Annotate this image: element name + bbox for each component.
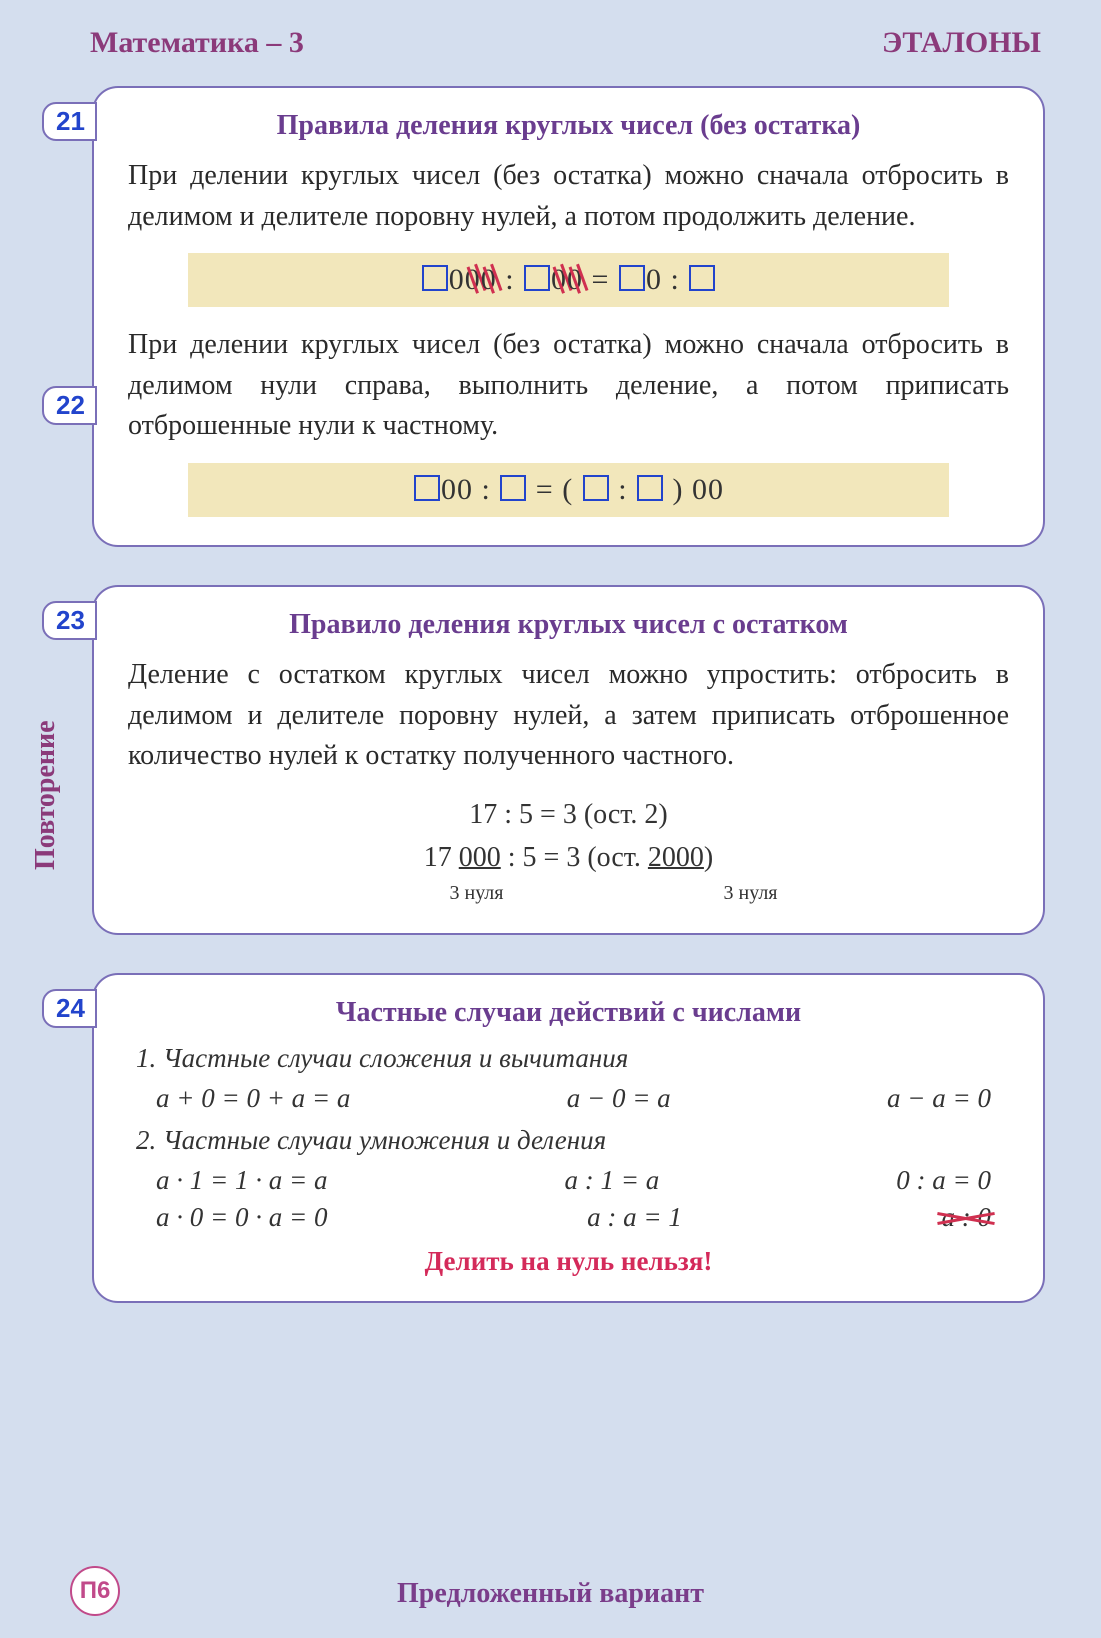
badge-22: 22 <box>42 386 97 425</box>
r1a: a + 0 = 0 + a = a <box>156 1083 350 1114</box>
formula-21: 000 : 00 = 0 : <box>188 253 949 307</box>
card-23: 23 Правило деления круглых чисел с остат… <box>92 585 1045 935</box>
r2b: a : 1 = a <box>565 1165 660 1196</box>
card1-text1: При делении круглых чисел (без остатка) … <box>128 156 1009 237</box>
card2-math: 17 : 5 = 3 (ост. 2) 17 000 : 5 = 3 (ост.… <box>128 793 1009 909</box>
card1-text2: При делении круглых чисел (без остатка) … <box>128 325 1009 447</box>
footer-text: Предложенный вариант <box>0 1578 1101 1610</box>
eq-row3: a · 0 = 0 · a = 0 a : a = 1 a : 0 <box>128 1199 1009 1236</box>
card-24: 24 Частные случаи действий с числами 1. … <box>92 973 1045 1303</box>
l2a: 17 <box>424 842 459 873</box>
l2e: ) <box>704 842 713 873</box>
card3-title: Частные случаи действий с числами <box>128 997 1009 1029</box>
card-21-22: 21 Правила деления круглых чисел (без ос… <box>92 86 1045 547</box>
warn-text: Делить на нуль нельзя! <box>128 1246 1009 1277</box>
side-label: Повторение <box>30 720 62 870</box>
r2c: 0 : a = 0 <box>896 1165 991 1196</box>
sub2: 2. Частные случаи умножения и деления <box>136 1125 1009 1156</box>
math-line2: 17 000 : 5 = 3 (ост. 2000) <box>128 836 1009 879</box>
card1-title: Правила деления круглых чисел (без остат… <box>128 110 1009 142</box>
eq-row2: a · 1 = 1 · a = a a : 1 = a 0 : a = 0 <box>128 1162 1009 1199</box>
card2-title: Правило деления круглых чисел с остатком <box>128 609 1009 641</box>
l2b: 000 <box>459 842 501 873</box>
r3a: a · 0 = 0 · a = 0 <box>156 1202 327 1233</box>
badge-23: 23 <box>42 601 97 640</box>
card2-text: Деление с остатком круглых чисел можно у… <box>128 655 1009 777</box>
note-right: 3 нуля <box>724 878 778 909</box>
badge-24: 24 <box>42 989 97 1028</box>
l2c: : 5 = 3 (ост. <box>501 842 648 873</box>
r1c: a − a = 0 <box>887 1083 991 1114</box>
r3c-crossed: a : 0 <box>941 1202 991 1233</box>
r2a: a · 1 = 1 · a = a <box>156 1165 327 1196</box>
header-left: Математика – 3 <box>90 26 304 60</box>
note-left: 3 нуля <box>449 878 503 909</box>
math-annot: 3 нуля 3 нуля <box>128 878 1009 909</box>
r1b: a − 0 = a <box>567 1083 671 1114</box>
badge-21: 21 <box>42 102 97 141</box>
l2d: 2000 <box>648 842 704 873</box>
content-area: 21 Правила деления круглых чисел (без ос… <box>0 78 1101 1303</box>
formula-22: 00 : = ( : ) 00 <box>188 463 949 517</box>
r3b: a : a = 1 <box>587 1202 682 1233</box>
sub1: 1. Частные случаи сложения и вычитания <box>136 1043 1009 1074</box>
page-header: Математика – 3 ЭТАЛОНЫ <box>0 0 1101 78</box>
math-line1: 17 : 5 = 3 (ост. 2) <box>128 793 1009 836</box>
header-right: ЭТАЛОНЫ <box>882 26 1041 60</box>
eq-row1: a + 0 = 0 + a = a a − 0 = a a − a = 0 <box>128 1080 1009 1117</box>
